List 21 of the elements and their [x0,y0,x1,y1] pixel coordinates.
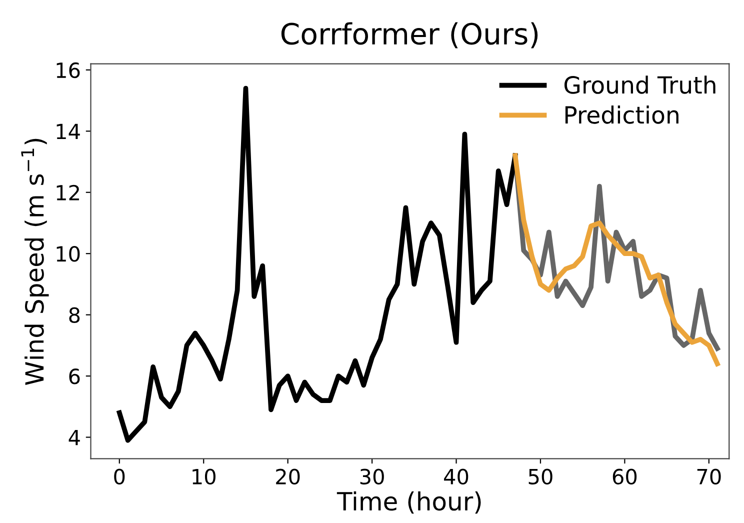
chart-title: Corrformer (Ours) [281,22,538,48]
x-tick-label: 10 [192,468,216,485]
line-series [116,86,518,443]
x-tick-label: 30 [360,468,384,485]
y-tick-label: 16 [56,62,80,78]
x-tick-label: 70 [697,468,721,485]
x-tick-label: 20 [276,468,300,485]
legend-label: Prediction [565,106,678,124]
x-tick-label: 40 [444,468,468,485]
y-tick-label: 10 [56,246,80,262]
y-tick-label: 4 [68,430,80,446]
y-tick-label: 6 [69,368,80,384]
x-tick-label: 50 [528,468,552,485]
y-tick-label: 8 [69,307,80,324]
y-axis-title: Wind Speed (m s$^{−1}$) [21,138,49,386]
y-tick-label: 14 [56,124,80,140]
x-tick-label: 60 [612,468,637,485]
x-tick-label: 0 [114,468,125,485]
legend-label: Ground Truth [564,76,716,94]
y-tick-label: 12 [56,184,79,200]
x-axis-title: Time (hour) [336,491,481,514]
